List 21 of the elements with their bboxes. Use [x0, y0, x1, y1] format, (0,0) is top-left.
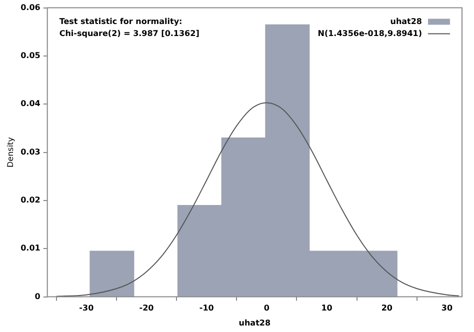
x-axis-title: uhat28 — [238, 318, 271, 328]
y-tick-label: 0.04 — [20, 99, 41, 108]
x-tick-label: 0 — [264, 304, 270, 313]
y-tick-label: 0.05 — [20, 51, 41, 60]
y-tick-label: 0.02 — [20, 196, 40, 205]
x-tick-label: -30 — [79, 304, 94, 313]
y-tick-label: 0.03 — [20, 147, 40, 156]
annotation: Test statistic for normality: — [59, 16, 182, 26]
y-tick-label: 0 — [34, 292, 41, 301]
x-tick-label: 10 — [321, 304, 333, 313]
legend-label: N(1.4356e-018,9.8941) — [318, 28, 422, 38]
y-axis-title: Density — [6, 136, 15, 168]
x-tick-label: -10 — [199, 304, 214, 313]
y-tick-label: 0.06 — [20, 2, 41, 12]
x-tick-label: 20 — [381, 304, 393, 313]
y-tick-label: 0.01 — [20, 244, 41, 253]
annotation: Chi-square(2) = 3.987 [0.1362] — [59, 28, 200, 38]
legend-label: uhat28 — [390, 16, 422, 26]
x-tick-label: -20 — [139, 304, 154, 313]
x-tick-label: 30 — [441, 304, 453, 313]
line-series — [56, 102, 460, 297]
